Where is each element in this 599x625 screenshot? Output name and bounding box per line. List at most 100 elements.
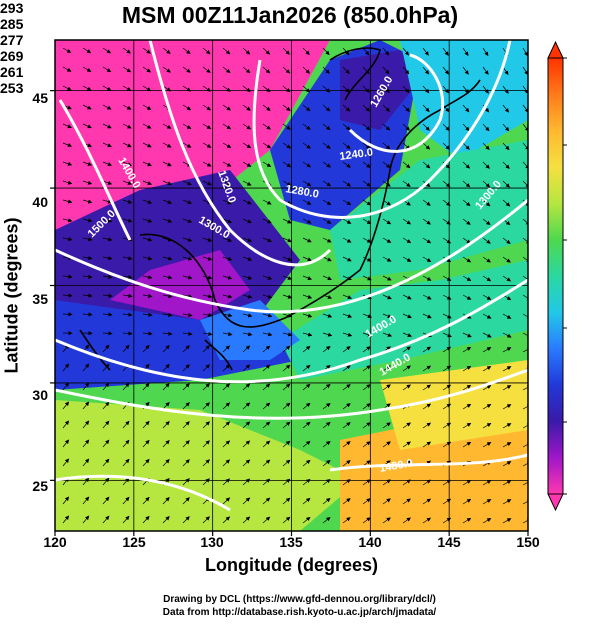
chart-title: MSM 00Z11Jan2026 (850.0hPa) xyxy=(121,2,459,28)
wind-arrow xyxy=(102,161,113,166)
wind-arrow xyxy=(262,313,273,318)
wind-arrow xyxy=(522,347,528,353)
wind-arrow xyxy=(222,256,233,261)
wind-arrow xyxy=(242,402,251,410)
wind-arrow xyxy=(322,459,331,467)
wind-arrow xyxy=(202,478,210,486)
wind-arrow xyxy=(222,47,231,55)
wind-arrow xyxy=(342,498,351,505)
wind-arrow xyxy=(102,344,110,353)
wind-arrow xyxy=(262,47,271,55)
wind-arrow xyxy=(462,365,472,372)
wind-arrow xyxy=(202,218,213,223)
wind-arrow xyxy=(122,161,132,167)
wind-arrow xyxy=(82,123,92,129)
wind-arrow xyxy=(402,123,411,131)
wind-arrow xyxy=(302,364,311,372)
wind-arrow xyxy=(262,383,271,391)
wind-arrow xyxy=(102,66,112,73)
wind-arrow xyxy=(482,256,491,263)
wind-arrow xyxy=(282,383,291,391)
wind-arrow xyxy=(442,47,449,56)
wind-arrow xyxy=(102,515,110,524)
wind-arrow xyxy=(142,382,150,391)
wind-arrow xyxy=(302,421,311,429)
wind-arrow xyxy=(82,496,90,505)
wind-arrow xyxy=(242,440,251,448)
wind-arrow xyxy=(82,515,90,524)
wind-arrow xyxy=(82,420,90,429)
contour-label: 1240.0 xyxy=(339,146,374,163)
wind-arrow xyxy=(382,384,391,391)
wind-arrow xyxy=(402,422,411,429)
wind-arrow xyxy=(182,478,190,486)
wind-arrow xyxy=(162,401,170,410)
wind-arrow xyxy=(302,402,311,410)
wind-arrow xyxy=(62,312,73,317)
wind-arrow xyxy=(322,497,331,505)
wind-arrow xyxy=(522,161,528,170)
wind-arrow xyxy=(522,461,528,467)
wind-arrow xyxy=(62,293,73,298)
wind-arrow xyxy=(122,104,132,110)
wind-arrow xyxy=(322,421,331,429)
wind-arrow xyxy=(362,180,371,187)
wind-arrow xyxy=(502,256,511,263)
wind-arrow xyxy=(462,517,472,524)
wind-arrow xyxy=(162,312,173,317)
wind-arrow xyxy=(522,499,528,505)
wind-arrow xyxy=(122,293,133,298)
wind-arrow xyxy=(162,47,171,54)
wind-arrow xyxy=(442,365,452,372)
wind-arrow xyxy=(122,458,130,467)
wind-arrow xyxy=(462,384,472,391)
y-axis-label: Latitude (degrees) xyxy=(1,217,22,374)
wind-arrow xyxy=(82,439,90,448)
wind-arrow xyxy=(142,104,152,110)
wind-arrow xyxy=(162,66,171,73)
wind-arrow xyxy=(502,85,509,94)
wind-arrow xyxy=(302,180,312,187)
wind-arrow xyxy=(242,142,252,149)
wind-arrow xyxy=(502,123,510,132)
wind-arrow xyxy=(382,85,390,94)
wind-arrow xyxy=(462,332,472,338)
wind-arrow xyxy=(382,256,392,262)
wind-arrow xyxy=(502,104,509,113)
wind-arrow xyxy=(302,161,312,168)
wind-arrow xyxy=(162,496,170,505)
wind-arrow xyxy=(422,218,431,225)
wind-arrow xyxy=(162,515,170,524)
wind-arrow xyxy=(502,161,510,169)
wind-arrow xyxy=(462,237,471,244)
wind-arrow xyxy=(62,199,73,204)
wind-arrow xyxy=(522,47,528,57)
wind-arrow xyxy=(442,313,452,319)
wind-arrow xyxy=(62,458,70,467)
wind-arrow xyxy=(502,313,512,319)
wind-arrow xyxy=(222,142,232,148)
wind-arrow xyxy=(522,180,528,188)
wind-arrow xyxy=(382,104,390,112)
wind-arrow xyxy=(122,66,132,73)
wind-arrow xyxy=(342,422,351,429)
wind-arrow xyxy=(202,142,212,148)
wind-arrow xyxy=(142,515,150,524)
wind-arrow xyxy=(382,142,391,150)
wind-arrow xyxy=(122,331,133,336)
wind-arrow xyxy=(162,142,172,148)
wind-arrow xyxy=(122,199,133,204)
wind-arrow xyxy=(402,218,412,225)
wind-arrow xyxy=(242,199,252,205)
wind-arrow xyxy=(422,161,431,169)
wind-arrow xyxy=(162,85,172,92)
wind-arrow xyxy=(522,332,528,338)
wind-arrow xyxy=(162,123,172,129)
wind-arrow xyxy=(82,293,93,298)
wind-arrow xyxy=(502,442,512,448)
wind-arrow xyxy=(262,402,271,410)
wind-arrow xyxy=(362,256,372,262)
wind-arrow xyxy=(202,180,212,186)
wind-arrow xyxy=(242,237,252,243)
